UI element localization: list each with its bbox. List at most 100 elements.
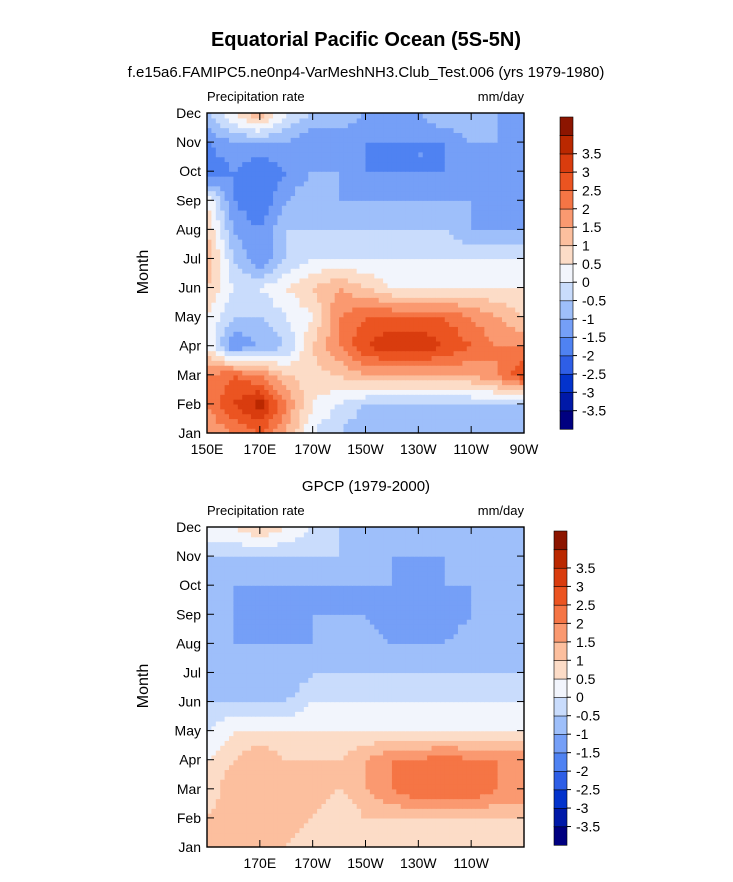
heatmap-cell bbox=[224, 360, 230, 366]
heatmap-cell bbox=[378, 151, 384, 158]
heatmap-cell bbox=[484, 117, 490, 124]
heatmap-cell bbox=[251, 151, 257, 158]
heatmap-cell bbox=[493, 277, 499, 284]
heatmap-cell bbox=[488, 273, 494, 279]
heatmap-cell bbox=[268, 263, 274, 269]
heatmap-cell bbox=[515, 369, 521, 376]
figure-title: Equatorial Pacific Ocean (5S-5N) bbox=[211, 29, 521, 51]
heatmap-cell bbox=[422, 263, 428, 269]
heatmap-cell bbox=[207, 287, 212, 293]
heatmap-cell bbox=[325, 311, 331, 318]
heatmap-cell bbox=[352, 277, 358, 284]
heatmap-cell bbox=[255, 224, 261, 230]
heatmap-cell bbox=[506, 176, 512, 182]
heatmap-cell bbox=[273, 423, 279, 429]
heatmap-cell bbox=[299, 336, 305, 342]
heatmap-cell bbox=[255, 214, 261, 221]
heatmap-cell bbox=[303, 132, 309, 138]
heatmap-cell bbox=[251, 229, 257, 235]
heatmap-cell bbox=[510, 287, 516, 293]
heatmap-cell bbox=[295, 258, 301, 264]
heatmap-cell bbox=[299, 277, 305, 284]
heatmap-cell bbox=[334, 200, 340, 206]
heatmap-cell bbox=[427, 345, 433, 352]
heatmap-cell bbox=[343, 273, 349, 279]
heatmap-cell bbox=[308, 297, 314, 303]
heatmap-cell bbox=[215, 292, 221, 298]
heatmap-cell bbox=[396, 389, 402, 395]
heatmap-cell bbox=[515, 273, 521, 279]
heatmap-cell bbox=[325, 321, 331, 327]
heatmap-cell bbox=[405, 117, 411, 124]
heatmap-cell bbox=[343, 403, 349, 410]
heatmap-cell bbox=[453, 224, 459, 230]
heatmap-cell bbox=[295, 302, 301, 308]
y-tick-label: Nov bbox=[176, 134, 201, 150]
heatmap-cell bbox=[475, 161, 481, 167]
heatmap-cell bbox=[493, 282, 499, 289]
heatmap-cell bbox=[264, 234, 270, 240]
heatmap-cell bbox=[396, 292, 402, 298]
heatmap-cell bbox=[449, 253, 455, 260]
heatmap-cell bbox=[330, 243, 336, 250]
heatmap-cell bbox=[242, 248, 248, 255]
heatmap-cell bbox=[418, 302, 424, 308]
heatmap-cell bbox=[427, 418, 433, 424]
heatmap-cell bbox=[347, 214, 353, 221]
heatmap-cell bbox=[466, 399, 472, 405]
heatmap-cell bbox=[400, 399, 406, 405]
heatmap-cell bbox=[515, 219, 521, 226]
heatmap-cell bbox=[211, 224, 217, 230]
heatmap-cell bbox=[462, 176, 468, 182]
heatmap-cell bbox=[312, 205, 318, 211]
heatmap-cell bbox=[369, 127, 375, 133]
heatmap-cell bbox=[457, 268, 463, 274]
heatmap-cell bbox=[207, 389, 212, 395]
heatmap-cell bbox=[391, 384, 397, 390]
heatmap-cell bbox=[466, 428, 472, 434]
heatmap-cell bbox=[400, 355, 406, 361]
heatmap-cell bbox=[339, 379, 345, 386]
heatmap-cell bbox=[457, 176, 463, 182]
heatmap-cell bbox=[510, 355, 516, 361]
heatmap-cell bbox=[286, 132, 292, 138]
y-tick-label: Dec bbox=[176, 105, 201, 121]
heatmap-cell bbox=[427, 127, 433, 133]
heatmap-cell bbox=[462, 161, 468, 167]
heatmap-cell bbox=[488, 224, 494, 230]
heatmap-cell bbox=[501, 180, 507, 187]
heatmap-cell bbox=[409, 156, 415, 163]
heatmap-cell bbox=[237, 161, 243, 167]
heatmap-cell bbox=[396, 273, 402, 279]
heatmap-cell bbox=[352, 389, 358, 395]
heatmap-cell bbox=[418, 842, 424, 848]
heatmap-cell bbox=[211, 336, 217, 342]
heatmap-cell bbox=[453, 171, 459, 177]
heatmap-cell bbox=[251, 292, 257, 298]
heatmap-cell bbox=[277, 418, 283, 424]
heatmap-cell bbox=[396, 219, 402, 226]
heatmap-cell bbox=[237, 180, 243, 187]
heatmap-cell bbox=[281, 195, 287, 201]
heatmap-cell bbox=[255, 219, 261, 226]
colorbar-tick-label: 0.5 bbox=[582, 256, 602, 272]
heatmap-cell bbox=[317, 837, 323, 843]
heatmap-cell bbox=[391, 268, 397, 274]
heatmap-cell bbox=[453, 268, 459, 274]
heatmap-cell bbox=[259, 389, 265, 395]
heatmap-cell bbox=[325, 200, 331, 206]
heatmap-cell bbox=[325, 268, 331, 274]
heatmap-cell bbox=[229, 282, 235, 289]
heatmap-cell bbox=[484, 263, 490, 269]
heatmap-cell bbox=[273, 132, 279, 138]
heatmap-cell bbox=[449, 384, 455, 390]
heatmap-cell bbox=[488, 171, 494, 177]
heatmap-cell bbox=[405, 229, 411, 235]
heatmap-cell bbox=[334, 176, 340, 182]
heatmap-cell bbox=[215, 243, 221, 250]
heatmap-cell bbox=[519, 151, 525, 158]
heatmap-cell bbox=[383, 224, 389, 230]
heatmap-cell bbox=[264, 229, 270, 235]
heatmap-cell bbox=[207, 311, 212, 318]
heatmap-cell bbox=[510, 127, 516, 133]
